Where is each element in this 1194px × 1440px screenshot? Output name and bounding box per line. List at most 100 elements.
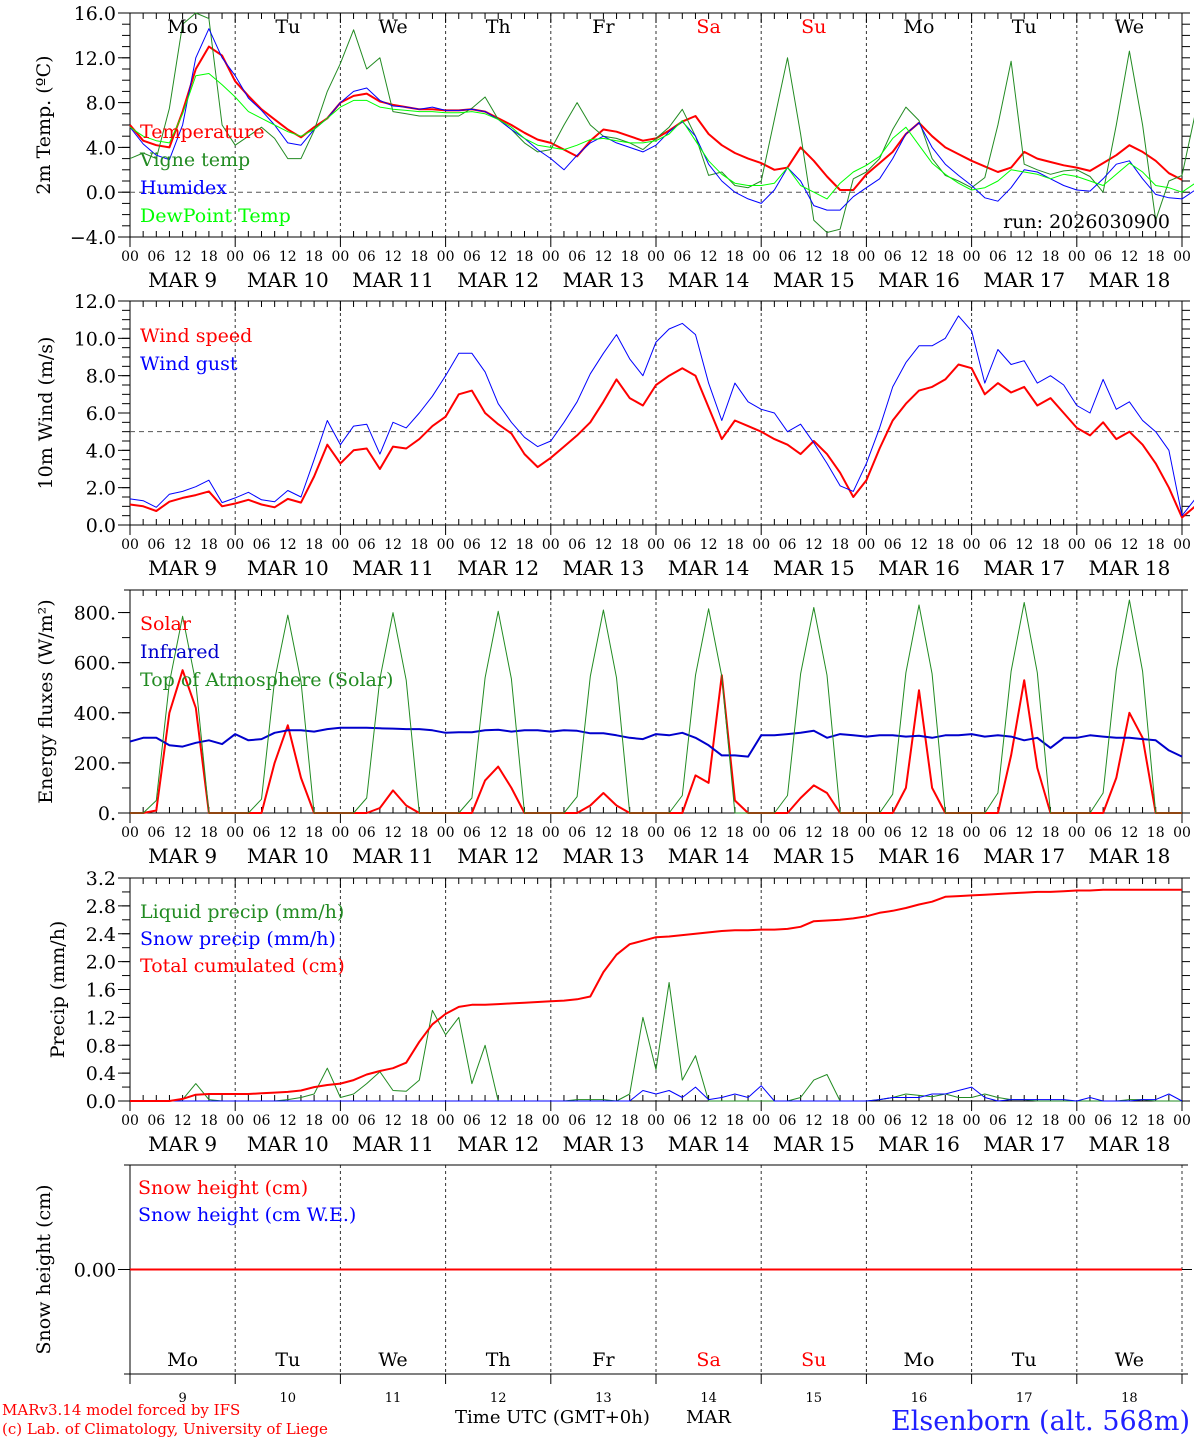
x-hour-label: 06 bbox=[1094, 1113, 1112, 1129]
x-day-label: MAR 16 bbox=[878, 1132, 960, 1156]
x-hour-label: 06 bbox=[779, 825, 797, 841]
x-hour-label: 18 bbox=[410, 537, 428, 553]
x-hour-label: 00 bbox=[226, 1113, 244, 1129]
x-hour-label: 18 bbox=[621, 249, 639, 265]
x-day-label: MAR 16 bbox=[878, 268, 960, 292]
weekday-label: Tu bbox=[275, 16, 300, 38]
series-line-top-of-atmosphere-solar bbox=[130, 599, 1182, 814]
x-day-label: MAR 11 bbox=[352, 556, 434, 580]
x-hour-label: 18 bbox=[200, 1113, 218, 1129]
x-hour-label: 18 bbox=[516, 537, 534, 553]
series-line-infrared bbox=[129, 726, 1183, 758]
x-hour-label: 12 bbox=[805, 537, 823, 553]
x-hour-label: 06 bbox=[568, 249, 586, 265]
x-hour-label: 00 bbox=[121, 249, 139, 265]
x-day-label: MAR 14 bbox=[668, 1132, 750, 1156]
x-hour-label: 00 bbox=[121, 825, 139, 841]
x-hour-label: 12 bbox=[279, 825, 297, 841]
x-hour-label: 12 bbox=[279, 1113, 297, 1129]
x-hour-label: 00 bbox=[542, 825, 560, 841]
x-hour-label: 18 bbox=[200, 825, 218, 841]
series-line-liquid-precip-mm-h bbox=[130, 982, 1182, 1102]
series-line-wind-speed bbox=[129, 363, 1194, 519]
x-hour-label: 00 bbox=[963, 537, 981, 553]
x-day-label: MAR 16 bbox=[878, 844, 960, 868]
x-hour-label: 06 bbox=[463, 537, 481, 553]
x-day-label: MAR 18 bbox=[1089, 844, 1171, 868]
x-hour-label: 18 bbox=[200, 249, 218, 265]
x-hour-label: 00 bbox=[857, 249, 875, 265]
x-day-number: 13 bbox=[595, 1391, 612, 1406]
x-day-label: MAR 13 bbox=[563, 556, 645, 580]
x-hour-label: 18 bbox=[1147, 537, 1165, 553]
x-day-label: MAR 9 bbox=[148, 1132, 217, 1156]
y-tick-label: 600. bbox=[74, 653, 116, 675]
x-hour-label: 00 bbox=[752, 825, 770, 841]
x-day-label: MAR 14 bbox=[668, 268, 750, 292]
y-tick-label: 2.4 bbox=[86, 924, 116, 946]
y-tick-label: 8.0 bbox=[86, 93, 116, 115]
x-hour-label: 18 bbox=[1147, 1113, 1165, 1129]
x-hour-label: 12 bbox=[1015, 1113, 1033, 1129]
station-name: Elsenborn (alt. 568m) bbox=[891, 1406, 1190, 1437]
x-hour-label: 06 bbox=[884, 825, 902, 841]
x-hour-label: 06 bbox=[989, 825, 1007, 841]
x-hour-label: 00 bbox=[331, 537, 349, 553]
x-day-number: 10 bbox=[280, 1391, 297, 1406]
x-hour-label: 18 bbox=[936, 825, 954, 841]
legend-entry: Solar bbox=[140, 613, 192, 635]
x-day-number: 11 bbox=[385, 1391, 402, 1406]
x-hour-label: 12 bbox=[279, 249, 297, 265]
x-hour-label: 12 bbox=[805, 249, 823, 265]
weekday-label: Mo bbox=[904, 1349, 935, 1371]
series-line-total-cumulated-cm bbox=[130, 888, 1182, 1102]
x-hour-label: 18 bbox=[726, 537, 744, 553]
panel-precip: 3.2 2.8 2.4 2.0 1.6 1.2 0.8 0.4 0.0 Precip (mm/h)… bbox=[47, 868, 1191, 1156]
x-hour-label: 06 bbox=[147, 1113, 165, 1129]
x-hour-label: 12 bbox=[910, 825, 928, 841]
x-hour-label: 00 bbox=[226, 825, 244, 841]
y-tick-label: 4.0 bbox=[86, 440, 116, 462]
x-hour-label: 06 bbox=[673, 825, 691, 841]
x-axis-month: MAR bbox=[686, 1407, 731, 1428]
x-hour-label: 12 bbox=[174, 537, 192, 553]
legend-entry: Temperature bbox=[140, 121, 264, 143]
weekday-label: Mo bbox=[167, 16, 198, 38]
x-hour-label: 18 bbox=[621, 537, 639, 553]
x-hour-label: 18 bbox=[1042, 825, 1060, 841]
y-tick-label: 2.8 bbox=[86, 896, 116, 918]
x-hour-label: 06 bbox=[358, 1113, 376, 1129]
legend-entry: Total cumulated (cm) bbox=[140, 955, 345, 977]
weekday-label: Sa bbox=[696, 1349, 720, 1371]
y-tick-label: 0.0 bbox=[86, 182, 116, 204]
x-day-label: MAR 10 bbox=[247, 844, 329, 868]
x-hour-label: 12 bbox=[1015, 537, 1033, 553]
x-hour-label: 00 bbox=[1173, 249, 1191, 265]
x-hour-label: 18 bbox=[1042, 1113, 1060, 1129]
y-tick-label: 6.0 bbox=[86, 403, 116, 425]
legend-entry: Infrared bbox=[140, 641, 220, 663]
x-day-label: MAR 12 bbox=[457, 556, 539, 580]
x-hour-label: 00 bbox=[647, 1113, 665, 1129]
panel-temperature: 16.0 12.0 8.0 4.0 0.0 −4.0 2m Temp. (ºC) Temper… bbox=[33, 3, 1194, 292]
x-hour-label: 00 bbox=[647, 825, 665, 841]
x-day-label: MAR 18 bbox=[1089, 556, 1171, 580]
x-hour-label: 06 bbox=[779, 249, 797, 265]
x-hour-label: 18 bbox=[516, 1113, 534, 1129]
x-day-label: MAR 15 bbox=[773, 556, 855, 580]
x-hour-label: 12 bbox=[1120, 249, 1138, 265]
weekday-label: Tu bbox=[275, 1349, 300, 1371]
x-hour-label: 12 bbox=[594, 249, 612, 265]
x-hour-label: 12 bbox=[1120, 537, 1138, 553]
x-hour-label: 06 bbox=[358, 249, 376, 265]
x-hour-label: 12 bbox=[1015, 249, 1033, 265]
x-hour-label: 06 bbox=[884, 1113, 902, 1129]
x-hour-label: 06 bbox=[779, 1113, 797, 1129]
legend-entry: Snow height (cm) bbox=[138, 1177, 308, 1199]
x-hour-label: 06 bbox=[463, 825, 481, 841]
x-hour-label: 18 bbox=[516, 249, 534, 265]
x-hour-label: 12 bbox=[384, 537, 402, 553]
panel-energy: 800. 600. 400. 200. 0. Energy fluxes (W/m²) So… bbox=[35, 589, 1191, 868]
x-hour-label: 00 bbox=[1068, 1113, 1086, 1129]
x-hour-label: 18 bbox=[1147, 249, 1165, 265]
